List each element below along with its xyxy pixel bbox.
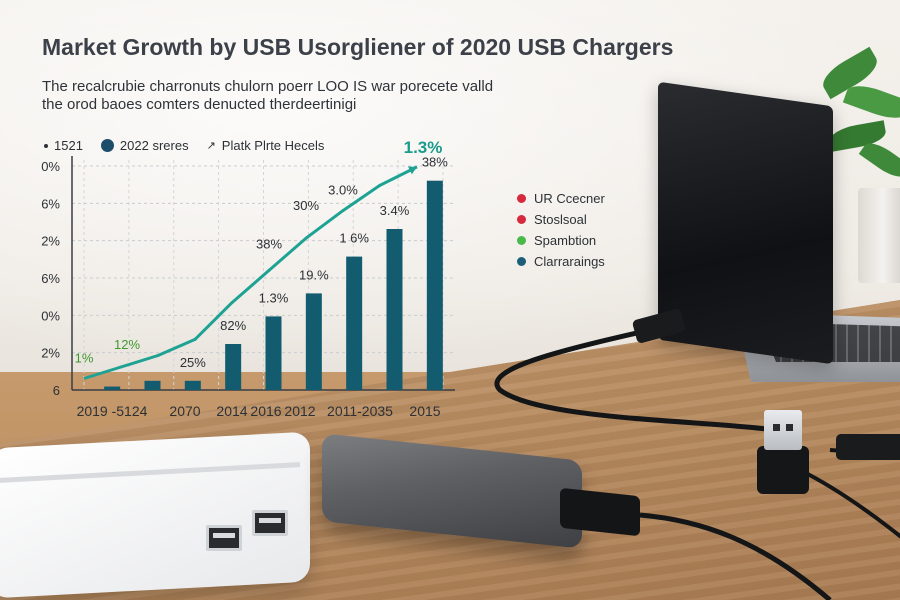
bar <box>426 180 443 390</box>
x-tick-label: 2070 <box>169 403 200 419</box>
y-tick-label: 6% <box>41 196 60 211</box>
usb-pin-hole <box>786 424 793 431</box>
right-legend-label: Stoslsoal <box>534 212 587 227</box>
bar <box>144 380 161 390</box>
line-point <box>156 354 160 357</box>
top-legend-item: ↗ Platk Plrte Hecels <box>207 138 325 153</box>
bar <box>225 344 242 390</box>
bar-label: 19.% <box>299 267 329 282</box>
bar <box>386 229 403 390</box>
right-legend-label: Spambtion <box>534 233 597 248</box>
usb-port <box>252 510 288 536</box>
x-tick-label: 2011-2035 <box>327 403 393 419</box>
top-legend-label: 2022 sreres <box>119 138 189 153</box>
legend-dot-icon <box>517 236 526 245</box>
growth-line <box>83 165 418 380</box>
usb-dongle <box>836 434 900 460</box>
arrow-icon: ↗ <box>206 140 216 152</box>
line-label: 1.3% <box>404 138 443 157</box>
line-point <box>119 365 123 369</box>
bar-label: 38% <box>422 155 448 170</box>
growth-arrowhead <box>408 166 417 175</box>
top-legend-label: 1521 <box>54 138 83 153</box>
bar-label: 1.3% <box>259 290 289 305</box>
right-legend-label: UR Ccecner <box>534 191 605 206</box>
legend-dot-icon <box>517 257 526 266</box>
chart-subtitle-line1: The recalcrubie charronuts chulorn poerr… <box>42 78 494 95</box>
usb-port <box>206 525 242 551</box>
right-legend-label: Clarraraings <box>534 254 605 269</box>
right-legend-item: Stoslsoal <box>517 209 605 230</box>
cable <box>799 468 900 539</box>
bar-label: 1 6% <box>339 231 369 246</box>
usb-adapter-body <box>757 446 809 494</box>
bar <box>265 316 282 390</box>
small-dot-icon <box>44 143 48 148</box>
line-point <box>341 209 345 213</box>
plant-pot <box>858 188 900 283</box>
x-tick-label: 2014 <box>216 403 247 419</box>
line-point <box>378 183 382 187</box>
top-legend: 1521 2022 sreres ↗ Platk Plrte Hecels <box>44 138 324 153</box>
bar-label: 82% <box>220 318 246 333</box>
x-tick-label: 2015 <box>409 403 440 419</box>
top-legend-item: 1521 <box>44 138 83 153</box>
bar-label: 25% <box>180 355 206 370</box>
line-point <box>193 337 197 341</box>
bar <box>104 386 121 390</box>
line-point <box>230 301 234 305</box>
bar <box>305 293 322 390</box>
line-point <box>304 236 308 240</box>
right-legend-item: Spambtion <box>517 230 605 251</box>
top-legend-label: Platk Plrte Hecels <box>221 138 325 153</box>
cable <box>639 512 832 600</box>
cable <box>688 295 801 323</box>
bar <box>184 380 201 390</box>
x-tick-label: 2019 -5124 <box>77 403 148 419</box>
y-tick-label: 6% <box>41 271 60 286</box>
big-dot-icon <box>100 139 114 152</box>
usb-connector <box>764 410 802 450</box>
x-tick-label: 2016 <box>250 403 281 419</box>
line-label: 12% <box>114 337 140 352</box>
usb-pin-hole <box>773 424 780 431</box>
y-tick-label: 6 <box>53 383 60 398</box>
x-tick-label: 2012 <box>284 403 315 419</box>
line-label: 38% <box>256 236 282 251</box>
top-legend-item: 2022 sreres <box>100 138 189 153</box>
cable <box>494 327 776 433</box>
line-label: 30% <box>293 198 319 213</box>
y-tick-label: 0% <box>41 159 60 174</box>
line-label: 3.0% <box>328 183 358 198</box>
line-point <box>267 268 271 272</box>
y-tick-label: 2% <box>41 234 60 249</box>
line-label: 1% <box>75 351 94 366</box>
legend-dot-icon <box>517 194 526 203</box>
y-tick-label: 2% <box>41 346 60 361</box>
bar <box>346 256 363 390</box>
chart-subtitle-line2: the orod baoes comters denucted therdeer… <box>42 96 357 113</box>
chart-title: Market Growth by USB Usorgliener of 2020… <box>42 34 674 60</box>
right-legend-item: Clarraraings <box>517 251 605 272</box>
right-legend-item: UR Ccecner <box>517 188 605 209</box>
right-legend: UR Ccecner Stoslsoal Spambtion Clarrarai… <box>517 188 605 272</box>
legend-dot-icon <box>517 215 526 224</box>
bar-label: 3.4% <box>380 203 410 218</box>
y-tick-label: 0% <box>41 308 60 323</box>
